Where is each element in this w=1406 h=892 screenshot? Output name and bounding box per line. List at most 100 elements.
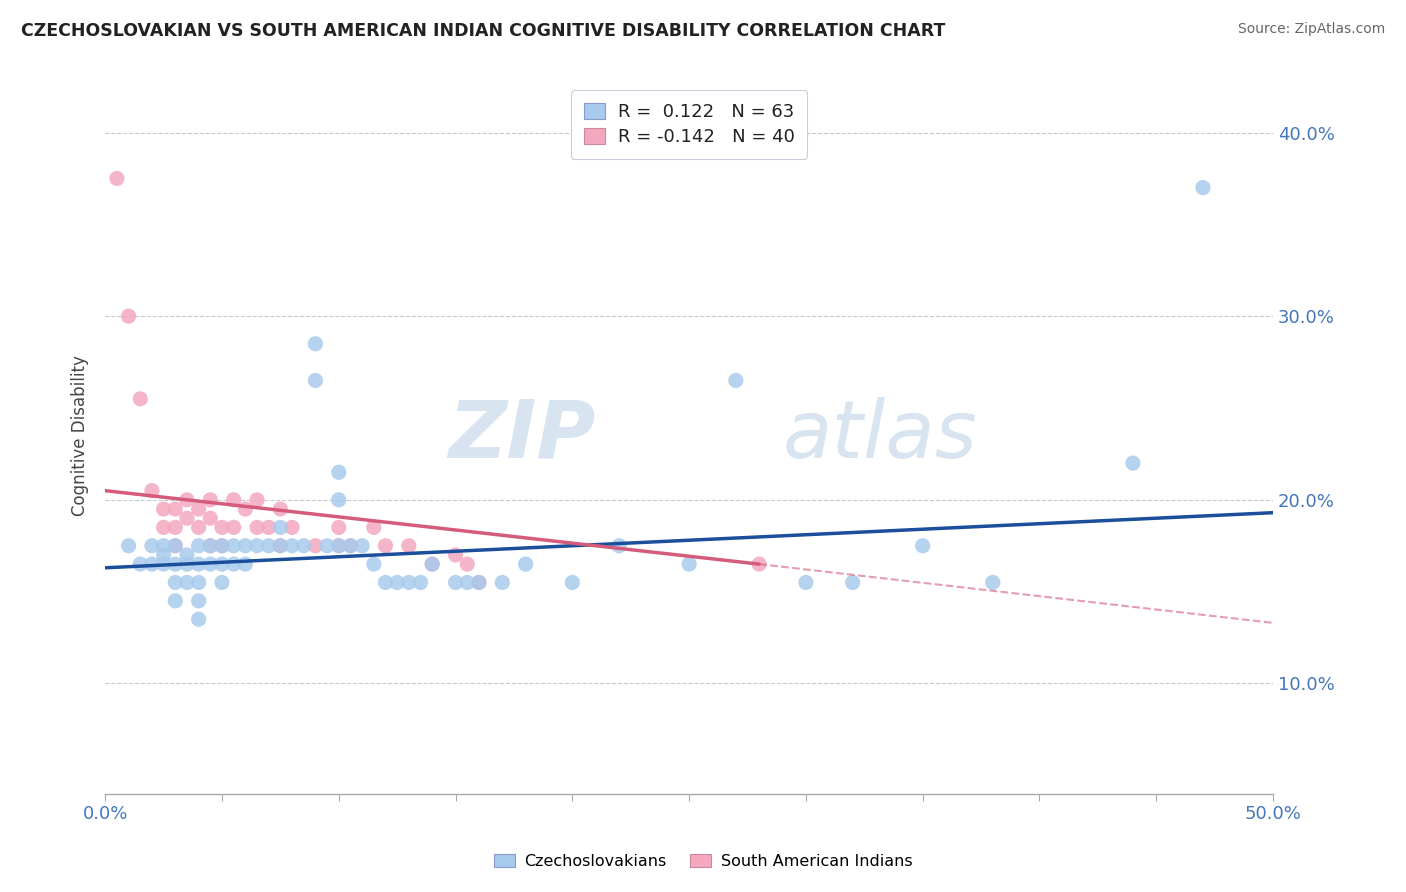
Point <box>117 539 139 553</box>
Point <box>352 539 374 553</box>
Point <box>187 612 209 626</box>
Point <box>152 557 174 571</box>
Point <box>328 492 350 507</box>
Point <box>141 539 163 553</box>
Point <box>304 374 326 388</box>
Point <box>141 557 163 571</box>
Point <box>222 492 245 507</box>
Point <box>165 557 187 571</box>
Point <box>724 374 747 388</box>
Point <box>200 557 222 571</box>
Point <box>491 575 513 590</box>
Point <box>200 492 222 507</box>
Point <box>200 539 222 553</box>
Point <box>515 557 537 571</box>
Point <box>165 502 187 516</box>
Point <box>165 539 187 553</box>
Point <box>187 539 209 553</box>
Point <box>176 557 198 571</box>
Point <box>748 557 770 571</box>
Point <box>444 575 467 590</box>
Point <box>165 520 187 534</box>
Point <box>222 539 245 553</box>
Point <box>187 520 209 534</box>
Point <box>235 539 257 553</box>
Point <box>200 539 222 553</box>
Point <box>246 520 269 534</box>
Point <box>246 492 269 507</box>
Text: CZECHOSLOVAKIAN VS SOUTH AMERICAN INDIAN COGNITIVE DISABILITY CORRELATION CHART: CZECHOSLOVAKIAN VS SOUTH AMERICAN INDIAN… <box>21 22 945 40</box>
Point <box>187 502 209 516</box>
Point <box>257 520 280 534</box>
Legend: R =  0.122   N = 63, R = -0.142   N = 40: R = 0.122 N = 63, R = -0.142 N = 40 <box>571 90 807 159</box>
Point <box>235 557 257 571</box>
Point <box>141 483 163 498</box>
Point <box>165 539 187 553</box>
Text: Source: ZipAtlas.com: Source: ZipAtlas.com <box>1237 22 1385 37</box>
Point <box>444 548 467 562</box>
Point <box>420 557 443 571</box>
Point <box>176 548 198 562</box>
Point <box>176 492 198 507</box>
Point <box>328 539 350 553</box>
Point <box>911 539 934 553</box>
Point <box>339 539 361 553</box>
Point <box>841 575 863 590</box>
Point <box>420 557 443 571</box>
Point <box>398 575 420 590</box>
Legend: Czechoslovakians, South American Indians: Czechoslovakians, South American Indians <box>488 847 918 875</box>
Point <box>328 539 350 553</box>
Point <box>561 575 583 590</box>
Point <box>200 511 222 525</box>
Text: ZIP: ZIP <box>449 397 596 475</box>
Point <box>304 336 326 351</box>
Point <box>456 557 478 571</box>
Point <box>328 520 350 534</box>
Point <box>129 392 152 406</box>
Point <box>794 575 817 590</box>
Point <box>152 548 174 562</box>
Point <box>211 557 233 571</box>
Point <box>152 539 174 553</box>
Point <box>281 539 304 553</box>
Point <box>339 539 361 553</box>
Point <box>1122 456 1144 470</box>
Point <box>1192 180 1215 194</box>
Point <box>385 575 408 590</box>
Point <box>152 502 174 516</box>
Point <box>105 171 128 186</box>
Point <box>222 557 245 571</box>
Point <box>374 539 396 553</box>
Point <box>211 539 233 553</box>
Point <box>165 575 187 590</box>
Point <box>176 511 198 525</box>
Point <box>304 539 326 553</box>
Point <box>269 520 291 534</box>
Point <box>678 557 700 571</box>
Point <box>129 557 152 571</box>
Point <box>316 539 339 553</box>
Point <box>257 539 280 553</box>
Point <box>468 575 491 590</box>
Point <box>281 520 304 534</box>
Point <box>363 557 385 571</box>
Point <box>607 539 630 553</box>
Point <box>222 520 245 534</box>
Point <box>409 575 432 590</box>
Point <box>456 575 478 590</box>
Point <box>374 575 396 590</box>
Point <box>363 520 385 534</box>
Point <box>269 539 291 553</box>
Point <box>117 309 139 323</box>
Point <box>211 520 233 534</box>
Point <box>165 594 187 608</box>
Point <box>468 575 491 590</box>
Point <box>328 465 350 479</box>
Point <box>246 539 269 553</box>
Point <box>398 539 420 553</box>
Point <box>235 502 257 516</box>
Text: atlas: atlas <box>783 397 977 475</box>
Point <box>292 539 315 553</box>
Point <box>981 575 1004 590</box>
Point <box>176 575 198 590</box>
